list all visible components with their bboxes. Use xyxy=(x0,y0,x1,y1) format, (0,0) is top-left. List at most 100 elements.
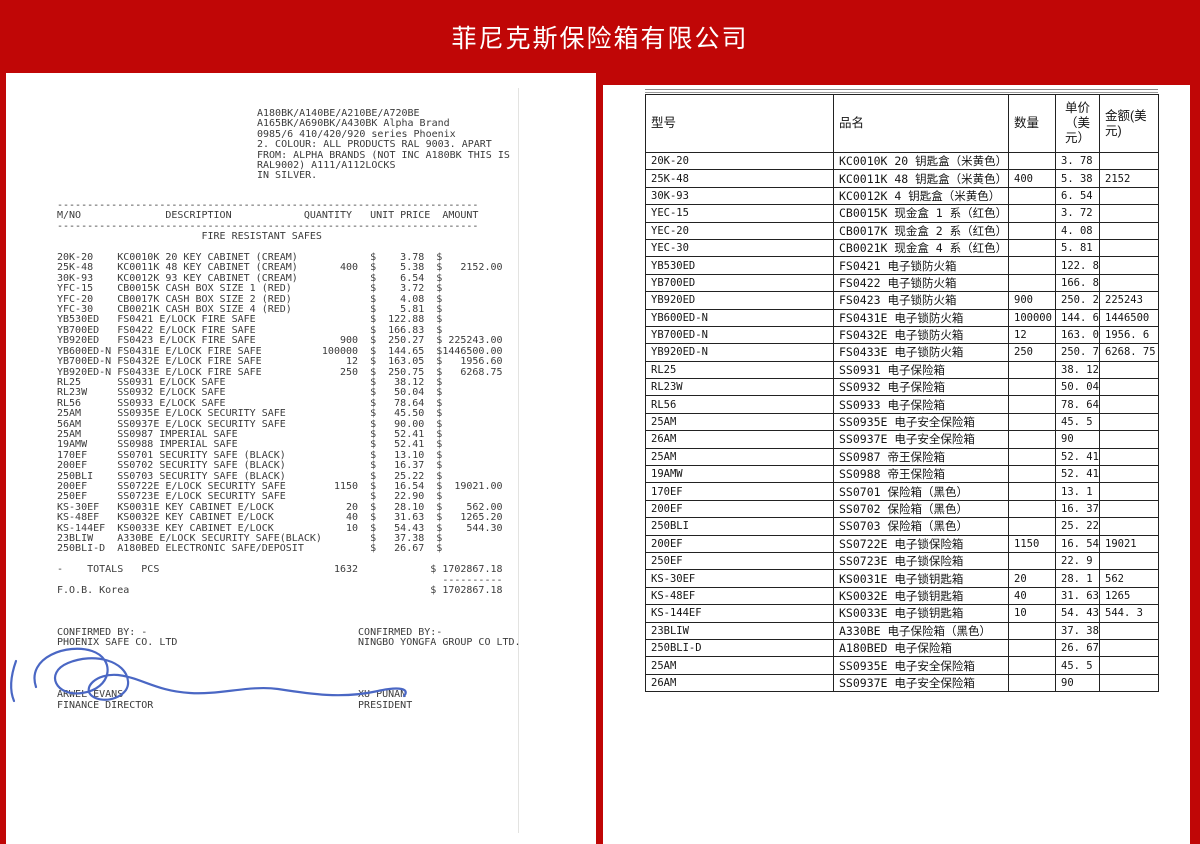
table-cell: KC0011K 48 钥匙盒（米黄色） xyxy=(833,169,1009,188)
table-row: 200EF SS0702 保险箱（黑色） 16. 37 xyxy=(645,499,1159,519)
table-cell: SS0937E 电子安全保险箱 xyxy=(833,430,1009,449)
table-cell: 544. 3 xyxy=(1099,604,1159,623)
table-cell xyxy=(1099,482,1159,501)
table-header-cell: 数量 xyxy=(1008,94,1056,153)
table-cell: 54. 43 xyxy=(1055,604,1100,623)
price-table: 型号 品名 数量 单价 （美 元） 金额(美 元) 20K-20 KC0010K 20 钥… xyxy=(645,94,1159,693)
table-cell xyxy=(1099,638,1159,658)
table-cell xyxy=(1099,221,1159,240)
scan-edge-line xyxy=(518,88,519,833)
table-cell: 45. 5 xyxy=(1055,656,1100,675)
table-cell: SS0701 保险箱（黑色） xyxy=(833,482,1009,501)
table-header-cell: 金额(美 元) xyxy=(1099,94,1159,153)
table-cell xyxy=(1008,482,1056,501)
table-cell xyxy=(1008,656,1056,675)
table-cell: 1446500 xyxy=(1099,308,1159,327)
table-cell: 1265 xyxy=(1099,586,1159,606)
table-cell: 2152 xyxy=(1099,169,1159,188)
table-row: 26AM SS0937E 电子安全保险箱 90 xyxy=(645,673,1159,693)
table-cell: RL23W xyxy=(645,378,834,397)
table-cell: 25AM xyxy=(645,412,834,432)
table-cell xyxy=(1008,638,1056,658)
table-cell: FS0422 电子锁防火箱 xyxy=(833,273,1009,293)
table-cell: 90 xyxy=(1055,673,1100,693)
table-row: YEC-30 CB0021K 现金盒 4 系（红色） 5. 81 xyxy=(645,238,1159,258)
table-cell: 30K-93 xyxy=(645,186,834,206)
table-row: 20K-20 KC0010K 20 钥匙盒（米黄色） 3. 78 xyxy=(645,151,1159,171)
table-cell xyxy=(1099,499,1159,519)
table-cell: 52. 41 xyxy=(1055,447,1100,467)
table-cell xyxy=(1099,447,1159,467)
table-cell: 6. 54 xyxy=(1055,186,1100,206)
table-cell: 100000 xyxy=(1008,308,1056,327)
table-cell: 25. 22 xyxy=(1055,517,1100,536)
table-cell: 1150 xyxy=(1008,534,1056,553)
table-cell: 25AM xyxy=(645,447,834,467)
table-cell: SS0988 帝王保险箱 xyxy=(833,465,1009,484)
table-cell: 25K-48 xyxy=(645,169,834,188)
table-row: KS-30EF KS0031E 电子锁钥匙箱 20 28. 1 562 xyxy=(645,569,1159,588)
table-row: KS-144EF KS0033E 电子锁钥匙箱 10 54. 43 544. 3 xyxy=(645,604,1159,623)
invoice-intro-text: A180BK/A140BE/A210BE/A720BE A165BK/A690B… xyxy=(257,108,510,182)
table-cell: YB920ED-N xyxy=(645,343,834,362)
table-cell: 45. 5 xyxy=(1055,412,1100,432)
price-table-body: 20K-20 KC0010K 20 钥匙盒（米黄色） 3. 78 25K-48 KC00… xyxy=(645,151,1159,693)
table-cell xyxy=(1008,673,1056,693)
price-table-head: 型号 品名 数量 单价 （美 元） 金额(美 元) xyxy=(645,94,1159,153)
table-cell: 40 xyxy=(1008,586,1056,606)
table-cell: A330BE 电子保险箱（黑色） xyxy=(833,621,1009,640)
table-cell: CB0017K 现金盒 2 系（红色） xyxy=(833,221,1009,240)
table-cell: 166. 83 xyxy=(1055,273,1100,293)
table-cell: SS0702 保险箱（黑色） xyxy=(833,499,1009,519)
table-row: 250EF SS0723E 电子锁保险箱 22. 9 xyxy=(645,551,1159,571)
table-cell: 250 xyxy=(1008,343,1056,362)
table-cell xyxy=(1008,395,1056,414)
table-cell: 900 xyxy=(1008,291,1056,310)
table-row: RL23W SS0932 电子保险箱 50. 04 xyxy=(645,378,1159,397)
table-cell: KS-48EF xyxy=(645,586,834,606)
table-cell: 1956. 6 xyxy=(1099,325,1159,345)
table-cell: 170EF xyxy=(645,482,834,501)
table-cell: 400 xyxy=(1008,169,1056,188)
table-cell: KS-30EF xyxy=(645,569,834,588)
table-cell: 250BLI xyxy=(645,517,834,536)
table-cell: CB0015K 现金盒 1 系（红色） xyxy=(833,204,1009,223)
table-cell xyxy=(1099,395,1159,414)
table-cell: SS0933 电子保险箱 xyxy=(833,395,1009,414)
table-cell: 52. 41 xyxy=(1055,465,1100,484)
table-cell xyxy=(1099,186,1159,206)
table-cell: SS0935E 电子安全保险箱 xyxy=(833,412,1009,432)
header-band: 菲尼克斯保险箱有限公司 xyxy=(0,0,1200,73)
table-top-double-rule xyxy=(645,89,1158,93)
table-cell: 26AM xyxy=(645,673,834,693)
table-cell xyxy=(1099,151,1159,171)
table-cell xyxy=(1008,621,1056,640)
table-header-cell: 型号 xyxy=(645,94,834,153)
table-cell: 20K-20 xyxy=(645,151,834,171)
table-cell: SS0987 帝王保险箱 xyxy=(833,447,1009,467)
table-cell: 26AM xyxy=(645,430,834,449)
table-cell: 12 xyxy=(1008,325,1056,345)
table-cell xyxy=(1099,465,1159,484)
table-cell: SS0931 电子保险箱 xyxy=(833,360,1009,380)
table-header-cell: 单价 （美 元） xyxy=(1055,94,1100,153)
table-cell: SS0935E 电子安全保险箱 xyxy=(833,656,1009,675)
table-cell: FS0431E 电子锁防火箱 xyxy=(833,308,1009,327)
table-cell: CB0021K 现金盒 4 系（红色） xyxy=(833,238,1009,258)
table-cell xyxy=(1008,360,1056,380)
table-cell xyxy=(1008,238,1056,258)
table-cell: KC0012K 4 钥匙盒（米黄色） xyxy=(833,186,1009,206)
table-cell: 200EF xyxy=(645,534,834,553)
table-cell: 225243 xyxy=(1099,291,1159,310)
table-cell: YB530ED xyxy=(645,256,834,275)
table-cell: YEC-15 xyxy=(645,204,834,223)
table-cell xyxy=(1099,430,1159,449)
table-cell: SS0937E 电子安全保险箱 xyxy=(833,673,1009,693)
table-cell xyxy=(1008,221,1056,240)
table-cell: 13. 1 xyxy=(1055,482,1100,501)
table-cell: KS0033E 电子锁钥匙箱 xyxy=(833,604,1009,623)
page-title: 菲尼克斯保险箱有限公司 xyxy=(451,24,749,53)
table-cell: 250. 27 xyxy=(1055,291,1100,310)
table-header-cell: 品名 xyxy=(833,94,1009,153)
